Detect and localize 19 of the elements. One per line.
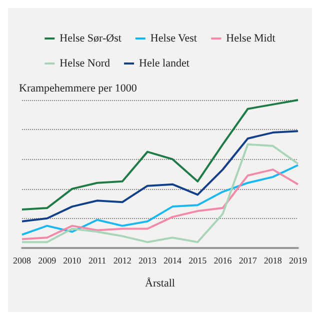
x-tick-label: 2011 [88,256,106,266]
x-tick-label: 2015 [188,256,208,266]
x-tick-label: 2016 [214,256,232,266]
x-tick-label: 2019 [289,256,308,266]
x-tick-label: 2008 [13,256,32,266]
legend-label: Helse Midt [226,32,276,44]
y-axis-title: Krampehemmere per 1000 [19,82,138,94]
legend-label: Helse Nord [60,58,111,70]
x-tick-label: 2017 [238,256,258,266]
x-tick-label: 2009 [38,256,57,266]
x-tick-label: 2014 [164,256,182,266]
legend-label: Helse Vest [150,32,197,44]
x-tick-label: 2010 [63,256,82,266]
legend-label: Helse Sør-Øst [60,32,122,44]
x-axis-title: Årstall [145,276,175,290]
x-tick-label: 2013 [138,256,157,266]
legend-label: Hele landet [139,58,190,70]
x-tick-label: 2012 [113,256,132,266]
x-tick-label: 2018 [264,256,282,266]
